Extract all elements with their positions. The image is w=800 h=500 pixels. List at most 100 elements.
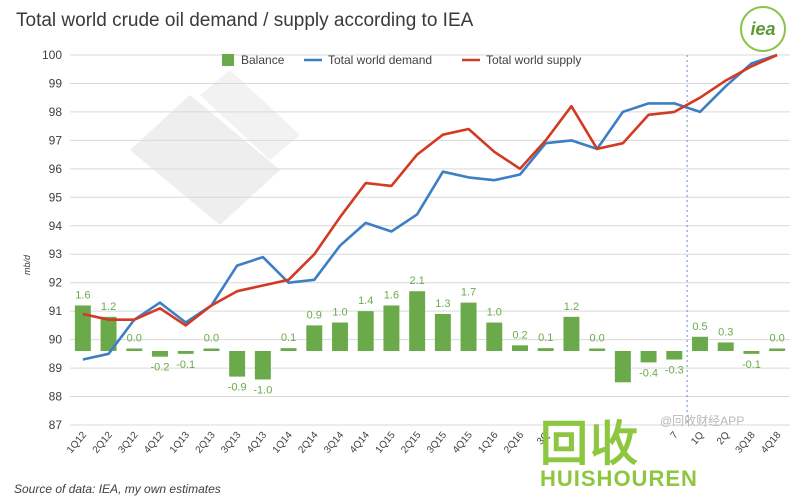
balance-data-label: 0.1 [538, 332, 553, 344]
y-axis: 87 88 89 90 91 92 93 94 95 96 97 98 99 100 mb/d [22, 48, 62, 432]
x-tick-label: 4Q15 [451, 430, 475, 456]
site-watermark: 回收 @回收财经APP HUISHOUREN [540, 404, 795, 496]
balance-bar [74, 305, 91, 351]
balance-data-label: 1.4 [358, 295, 373, 307]
y-tick-label: 100 [42, 48, 62, 62]
balance-data-label: 1.6 [384, 289, 399, 301]
x-tick-label: 1Q12 [65, 430, 89, 456]
balance-data-label: 1.0 [487, 307, 502, 319]
y-tick-label: 94 [49, 219, 63, 233]
balance-bar [332, 322, 348, 351]
balance-bar [460, 302, 477, 351]
legend-label-supply: Total world supply [486, 53, 581, 67]
balance-data-label: -0.1 [176, 359, 195, 371]
iea-logo: iea [740, 6, 786, 52]
y-tick-label: 96 [49, 162, 63, 176]
x-tick-label: 2Q15 [399, 430, 423, 456]
x-tick-label: 2Q12 [91, 430, 115, 456]
balance-bar [100, 316, 117, 351]
balance-bar [126, 348, 143, 351]
balance-bar [563, 316, 580, 351]
balance-bar [692, 336, 708, 351]
x-tick-label: 4Q13 [245, 430, 269, 456]
balance-data-label: 0.0 [589, 333, 604, 345]
balance-bar [306, 325, 323, 351]
watermark-app-text: @回收财经APP [660, 414, 745, 428]
balance-data-label: -0.9 [228, 382, 247, 394]
legend: Balance Total world demand Total world sup… [222, 53, 581, 67]
y-tick-label: 89 [49, 361, 63, 375]
balance-bar [254, 351, 271, 380]
balance-bar [203, 348, 220, 351]
balance-data-label: 1.3 [435, 298, 450, 310]
balance-data-label: 1.2 [564, 301, 579, 313]
balance-bar [280, 348, 297, 351]
x-tick-label: 3Q13 [219, 430, 243, 456]
y-tick-label: 99 [49, 76, 63, 90]
balance-data-label: 0.2 [512, 329, 527, 341]
balance-data-label: 0.1 [281, 332, 296, 344]
balance-bar [177, 351, 194, 354]
y-tick-label: 92 [49, 276, 63, 290]
balance-bar [357, 311, 374, 351]
balance-data-label: -0.4 [639, 367, 658, 379]
balance-bar [717, 342, 734, 351]
balance-data-label: 1.0 [332, 307, 347, 319]
y-tick-label: 93 [49, 247, 63, 261]
y-tick-label: 88 [49, 390, 63, 404]
legend-swatch-balance [222, 54, 234, 66]
x-tick-label: 1Q15 [374, 430, 398, 456]
balance-data-label: 1.7 [461, 287, 476, 299]
x-tick-label: 4Q14 [348, 430, 372, 456]
balance-bars [74, 291, 786, 383]
balance-data-label: -0.2 [151, 362, 170, 374]
balance-data-label: 0.0 [769, 333, 784, 345]
balance-bar [640, 351, 657, 363]
data-labels: 1.6 1.2 0.0 -0.2 -0.1 0.0 -0.9 -1.0 0.1 0.9 1.0 1.4… [75, 275, 785, 396]
background-diamond-watermark [130, 70, 300, 225]
legend-label-demand: Total world demand [328, 53, 432, 67]
x-tick-label: 2Q14 [296, 430, 320, 456]
balance-bar [152, 351, 168, 357]
page-title: Total world crude oil demand / supply ac… [16, 10, 474, 31]
y-tick-label: 97 [49, 133, 63, 147]
balance-data-label: 2.1 [409, 275, 424, 287]
x-tick-label: 1Q14 [271, 430, 295, 456]
balance-bar [614, 351, 631, 383]
balance-data-label: -0.3 [665, 365, 684, 377]
grid [70, 54, 790, 426]
legend-label-balance: Balance [241, 53, 285, 67]
balance-bar [512, 345, 528, 351]
balance-data-label: 1.6 [75, 289, 90, 301]
balance-data-label: 0.0 [127, 333, 142, 345]
balance-data-label: -0.1 [742, 359, 761, 371]
balance-bar [589, 348, 606, 351]
x-tick-label: 3Q12 [116, 430, 140, 456]
balance-bar [486, 322, 503, 351]
x-tick-label: 3Q14 [322, 430, 346, 456]
x-tick-label: 1Q16 [476, 430, 500, 456]
balance-data-label: -1.0 [253, 384, 272, 396]
watermark-sub-text: HUISHOUREN [540, 466, 698, 491]
x-tick-label: 7 [669, 430, 681, 442]
balance-bar [434, 314, 451, 351]
y-tick-label: 98 [49, 105, 63, 119]
x-tick-label: 2Q13 [194, 430, 218, 456]
balance-bar [383, 305, 400, 351]
y-axis-label: mb/d [22, 254, 32, 275]
x-tick-label: 2Q16 [502, 430, 526, 456]
watermark-main-text: 回收 [540, 418, 641, 471]
x-tick-label: 1Q13 [168, 430, 192, 456]
iea-logo-text: iea [750, 18, 776, 39]
y-tick-label: 90 [49, 333, 63, 347]
balance-bar [229, 351, 246, 377]
balance-bar [666, 351, 683, 360]
y-tick-label: 87 [49, 418, 63, 432]
series-lines [82, 53, 778, 361]
supply-line [82, 53, 778, 327]
balance-data-label: 0.0 [204, 333, 219, 345]
balance-bar [537, 348, 554, 351]
balance-bar [743, 351, 760, 354]
y-tick-label: 95 [49, 190, 63, 204]
